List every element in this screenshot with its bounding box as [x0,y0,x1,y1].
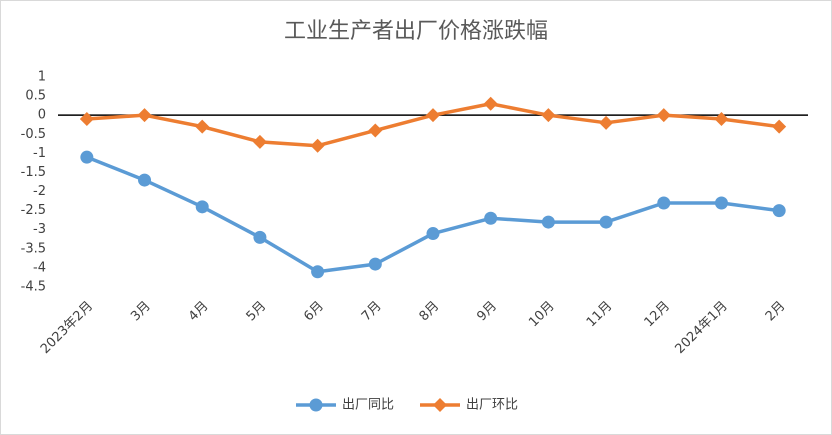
point [79,112,94,126]
point [368,123,383,138]
legend-label: 出厂同比 [342,398,394,413]
y-tick-label: -4.5 [21,280,46,295]
chart-title: 工业生产者出厂价格涨跌幅 [284,19,548,44]
legend-marker [309,398,323,412]
y-tick-label: -0.5 [21,127,46,142]
y-tick-label: -3 [33,222,46,237]
y-tick-label: 0.5 [25,89,46,104]
point [714,112,729,126]
legend-marker [433,398,447,412]
point [426,227,440,241]
point [657,196,671,210]
point [426,108,440,123]
y-tick-label: -3.5 [21,241,46,256]
point [253,230,267,244]
point [772,204,786,218]
point [311,265,325,279]
point [656,108,671,123]
point [310,138,325,153]
y-tick-label: 0 [38,108,46,123]
y-tick-label: 1 [38,70,46,85]
point [599,215,613,229]
point [599,115,614,130]
y-tick-label: -2 [33,184,46,199]
point [195,119,210,134]
point [541,108,556,123]
y-tick-label: -1 [33,146,46,161]
point [714,196,728,210]
point [368,257,382,271]
point [483,96,498,111]
y-tick-label: -2.5 [21,203,46,218]
y-tick-label: -1.5 [21,165,46,180]
y-tick-label: -4 [33,260,46,275]
point [541,215,555,229]
point [484,211,498,225]
point [195,200,209,214]
point [137,108,152,123]
point [138,173,152,187]
point [772,119,787,134]
point [80,150,94,164]
legend-label: 出厂环比 [466,398,518,413]
point [252,134,267,149]
